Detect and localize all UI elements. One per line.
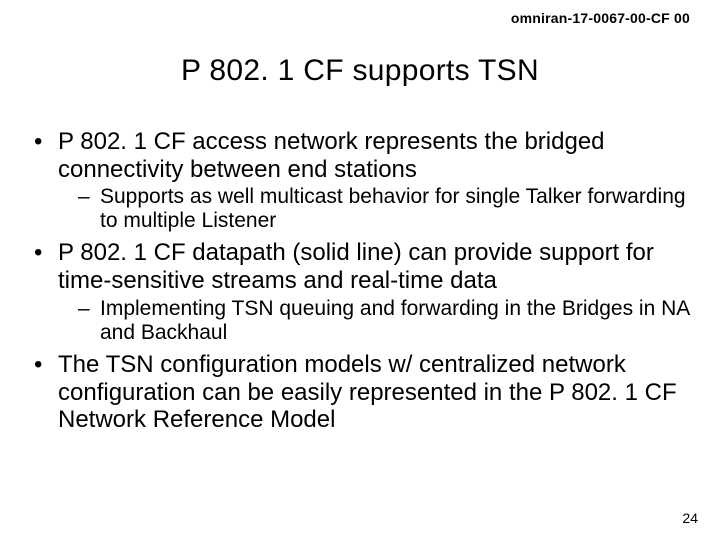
list-item: P 802. 1 CF datapath (solid line) can pr… xyxy=(28,239,692,344)
list-item: Supports as well multicast behavior for … xyxy=(74,185,692,233)
list-item: The TSN configuration models w/ centrali… xyxy=(28,351,692,434)
bullet-text: P 802. 1 CF access network represents th… xyxy=(58,128,605,183)
bullet-list-level2: Supports as well multicast behavior for … xyxy=(58,185,692,233)
slide-title: P 802. 1 CF supports TSN xyxy=(0,54,720,88)
bullet-text: Implementing TSN queuing and forwarding … xyxy=(100,297,689,344)
list-item: P 802. 1 CF access network represents th… xyxy=(28,128,692,233)
list-item: Implementing TSN queuing and forwarding … xyxy=(74,297,692,345)
bullet-text: The TSN configuration models w/ centrali… xyxy=(58,351,677,433)
slide: omniran-17-0067-00-CF 00 P 802. 1 CF sup… xyxy=(0,0,720,540)
bullet-text: P 802. 1 CF datapath (solid line) can pr… xyxy=(58,239,654,294)
page-number: 24 xyxy=(682,510,698,526)
document-id: omniran-17-0067-00-CF 00 xyxy=(511,10,690,26)
bullet-list-level1: P 802. 1 CF access network represents th… xyxy=(28,128,692,434)
slide-body: P 802. 1 CF access network represents th… xyxy=(28,128,692,436)
bullet-list-level2: Implementing TSN queuing and forwarding … xyxy=(58,297,692,345)
bullet-text: Supports as well multicast behavior for … xyxy=(100,185,686,232)
